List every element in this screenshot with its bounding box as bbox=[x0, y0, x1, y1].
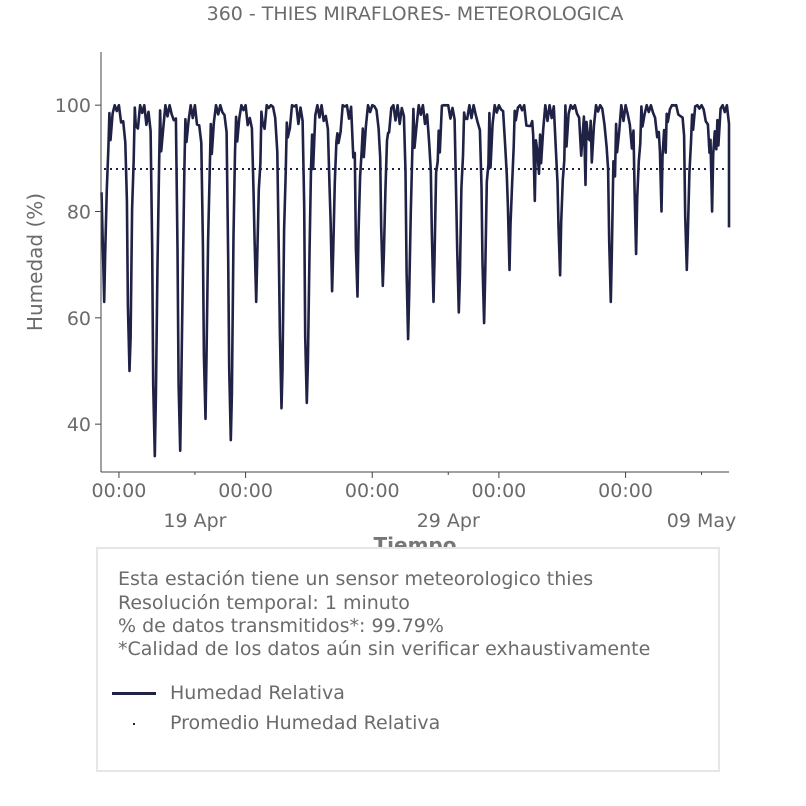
legend-solid-line-icon bbox=[110, 681, 156, 705]
legend-label-humedad: Humedad Relativa bbox=[170, 682, 345, 704]
info-line-sensor: Esta estación tiene un sensor meteorolog… bbox=[118, 568, 594, 590]
series-humedad-relativa-line bbox=[100, 103, 731, 458]
x-date-label: 09 May bbox=[667, 510, 737, 532]
legend-item-promedio: Promedio Humedad Relativa bbox=[110, 711, 440, 735]
info-line-resolution: Resolución temporal: 1 minuto bbox=[118, 592, 410, 614]
x-tick-label: 00:00 bbox=[598, 480, 653, 502]
x-date-label: 19 Apr bbox=[163, 510, 226, 532]
x-tick-label: 00:00 bbox=[92, 480, 147, 502]
chart-title: 360 - THIES MIRAFLORES- METEOROLOGICA bbox=[207, 3, 624, 25]
info-box: Esta estación tiene un sensor meteorolog… bbox=[96, 547, 720, 772]
y-tick-label: 60 bbox=[67, 308, 91, 330]
x-tick-label: 00:00 bbox=[218, 480, 273, 502]
x-date-label: 29 Apr bbox=[417, 510, 480, 532]
y-ticks: 40 60 80 100 bbox=[55, 95, 101, 436]
y-axis-label: Humedad (%) bbox=[23, 193, 47, 331]
info-line-quality-note: *Calidad de los datos aún sin verificar … bbox=[118, 638, 651, 660]
y-tick-label: 40 bbox=[67, 414, 91, 436]
info-line-transmitted: % de datos transmitidos*: 99.79% bbox=[118, 615, 444, 637]
legend-label-promedio: Promedio Humedad Relativa bbox=[170, 712, 441, 734]
x-tick-label: 00:00 bbox=[472, 480, 527, 502]
legend-item-humedad: Humedad Relativa bbox=[110, 681, 345, 705]
x-ticks: 00:00 00:00 00:00 00:00 00:00 19 Apr 29 Apr 09 … bbox=[92, 472, 737, 532]
y-tick-label: 80 bbox=[67, 201, 91, 223]
x-tick-label: 00:00 bbox=[345, 480, 400, 502]
y-tick-label: 100 bbox=[55, 95, 91, 117]
plot-area bbox=[100, 103, 731, 458]
legend-dot-icon bbox=[110, 711, 156, 735]
